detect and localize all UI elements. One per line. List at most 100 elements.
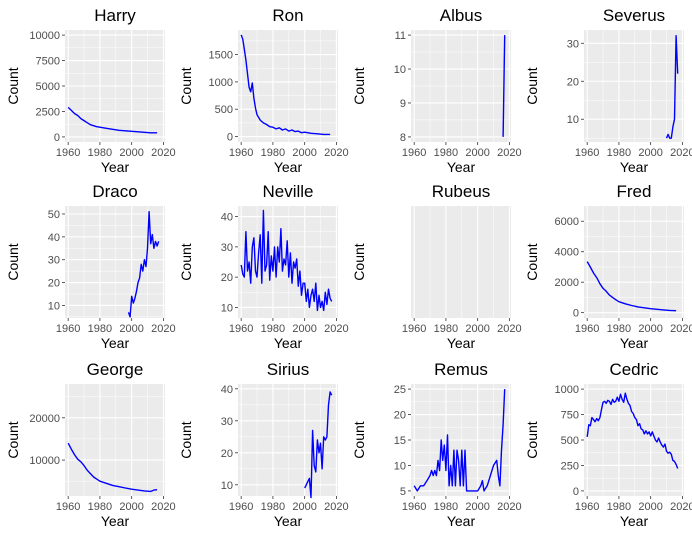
series-line-neville [240, 209, 333, 312]
x-tick-label: 1980 [607, 147, 631, 159]
series-line-sirius [304, 391, 333, 499]
x-tick-label: 2000 [465, 501, 489, 513]
x-tick-label: 1960 [575, 323, 599, 335]
series-line-draco [127, 211, 160, 318]
x-tick-label: 2020 [670, 323, 692, 335]
y-tick-label: 50 [48, 209, 60, 221]
x-axis-title: Year [620, 513, 649, 529]
x-tick-label: 1960 [402, 323, 426, 335]
y-axis-title: Count [178, 243, 194, 280]
x-axis-title: Year [447, 159, 476, 175]
y-tick-label: 2500 [36, 106, 60, 118]
series-line-fred [586, 261, 677, 312]
y-tick-label: 30 [48, 255, 60, 267]
y-axis-title: Count [524, 67, 540, 104]
x-tick-label: 2000 [638, 501, 662, 513]
x-tick-label: 2000 [638, 147, 662, 159]
series-line-ron [240, 34, 331, 136]
y-axis-title: Count [5, 67, 21, 104]
panel-background [584, 30, 684, 142]
x-tick-label: 1960 [229, 323, 253, 335]
x-tick-label: 2020 [151, 323, 175, 335]
y-tick-label: 20 [221, 272, 233, 284]
panel-title: Albus [440, 6, 483, 25]
panel-background [65, 384, 165, 496]
panel-fred: 1960 1980 2000 2020 0 2000 4000 6000 Fred Year Cou… [524, 182, 692, 351]
y-tick-label: 1500 [209, 50, 233, 62]
x-axis-title: Year [101, 513, 130, 529]
x-axis-title: Year [620, 159, 649, 175]
x-tick-label: 2020 [151, 147, 175, 159]
x-tick-label: 2020 [670, 501, 692, 513]
x-axis-title: Year [101, 335, 130, 351]
x-tick-label: 2000 [119, 501, 143, 513]
y-tick-label: 20 [48, 278, 60, 290]
x-tick-label: 1980 [88, 323, 112, 335]
x-tick-label: 2020 [151, 501, 175, 513]
y-tick-label: 40 [221, 212, 233, 224]
panel-title: Fred [617, 182, 652, 201]
y-axis-title: Count [5, 421, 21, 458]
x-axis-title: Year [447, 335, 476, 351]
y-tick-label: 5 [400, 486, 406, 498]
y-tick-label: 25 [394, 384, 406, 396]
x-axis-title: Year [274, 335, 303, 351]
series-line-harry [67, 106, 158, 134]
x-tick-label: 2020 [497, 501, 521, 513]
x-tick-label: 1980 [88, 147, 112, 159]
x-tick-label: 1960 [56, 323, 80, 335]
panel-title: Rubeus [432, 182, 491, 201]
panel-ron: 1960 1980 2000 2020 0 500 1000 1500 Ron Year Count [178, 6, 349, 175]
panel-background [584, 206, 684, 318]
series-line-albus [502, 35, 506, 137]
x-tick-label: 2000 [119, 147, 143, 159]
y-axis-title: Count [178, 67, 194, 104]
x-tick-label: 1980 [434, 147, 458, 159]
x-tick-label: 1980 [261, 147, 285, 159]
x-tick-label: 2000 [292, 147, 316, 159]
x-tick-label: 1960 [575, 147, 599, 159]
y-axis-title: Count [524, 243, 540, 280]
x-tick-label: 1960 [229, 147, 253, 159]
x-tick-label: 2000 [119, 323, 143, 335]
x-tick-label: 2020 [497, 147, 521, 159]
y-tick-label: 1000 [555, 384, 579, 396]
x-tick-label: 1960 [56, 501, 80, 513]
panel-background [238, 30, 338, 142]
panel-title: Remus [434, 360, 488, 379]
y-tick-label: 40 [221, 384, 233, 396]
panel-cedric: 1960 1980 2000 2020 0 250 500 750 1000 Cedric Year… [524, 360, 692, 529]
y-tick-label: 0 [573, 486, 579, 498]
y-axis-title: Count [351, 421, 367, 458]
y-axis-title: Count [351, 243, 367, 280]
x-tick-label: 1980 [607, 323, 631, 335]
x-tick-label: 1980 [261, 323, 285, 335]
y-tick-label: 500 [561, 435, 579, 447]
panel-remus: 1960 1980 2000 2020 5 10 15 20 25 Remus Year Count [351, 360, 522, 529]
x-tick-label: 2000 [465, 147, 489, 159]
x-tick-label: 1980 [434, 501, 458, 513]
x-tick-label: 1980 [607, 501, 631, 513]
x-tick-label: 1960 [56, 147, 80, 159]
series-line-severus [665, 35, 679, 139]
x-tick-label: 1960 [229, 501, 253, 513]
x-tick-label: 2000 [292, 501, 316, 513]
y-tick-label: 1000 [209, 77, 233, 89]
y-tick-label: 5000 [36, 81, 60, 93]
y-tick-label: 20 [394, 410, 406, 422]
y-tick-label: 6000 [555, 216, 579, 228]
y-tick-label: 11 [395, 30, 406, 42]
panel-background [411, 206, 511, 318]
x-tick-label: 1980 [261, 501, 285, 513]
panel-title: Severus [603, 6, 665, 25]
y-tick-label: 20 [221, 448, 233, 460]
y-tick-label: 15 [394, 435, 406, 447]
y-tick-label: 20000 [29, 413, 60, 425]
x-tick-label: 2020 [324, 323, 348, 335]
panel-title: Ron [272, 6, 303, 25]
y-tick-label: 10 [394, 460, 406, 472]
x-axis-title: Year [447, 513, 476, 529]
series-line-remus [413, 389, 506, 492]
panel-draco: 1960 1980 2000 2020 10 20 30 40 50 Draco Year Count [5, 182, 176, 351]
